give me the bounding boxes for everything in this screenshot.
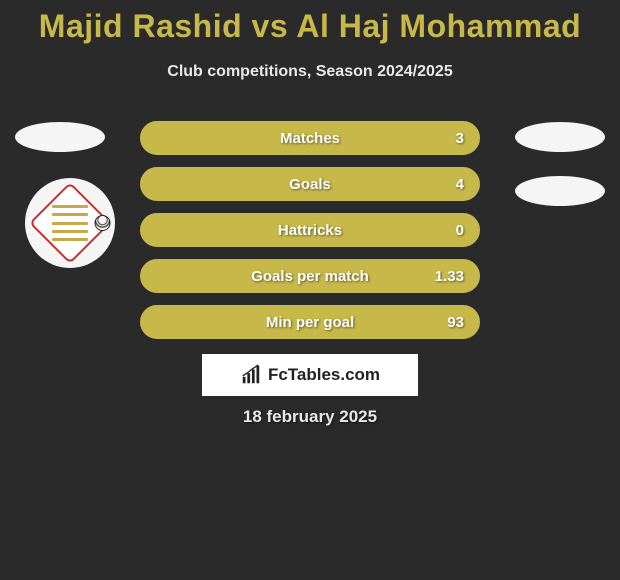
player-avatar-right-1 [515,122,605,152]
player-avatar-left [15,122,105,152]
stats-panel: Matches 3 Goals 4 Hattricks 0 Goals per … [140,121,480,351]
branding-text: FcTables.com [268,365,380,385]
subtitle: Club competitions, Season 2024/2025 [0,63,620,81]
soccer-ball-icon [91,212,114,235]
crest-stripes [52,205,88,241]
stat-label: Min per goal [266,314,354,331]
stat-row-goals: Goals 4 [140,167,480,201]
stat-label: Goals per match [251,268,369,285]
stat-value: 1.33 [435,268,464,285]
date-text: 18 february 2025 [0,407,620,427]
stat-row-matches: Matches 3 [140,121,480,155]
branding-badge: FcTables.com [202,354,418,396]
club-crest [25,178,115,268]
stat-value: 4 [456,176,464,193]
stat-row-goals-per-match: Goals per match 1.33 [140,259,480,293]
crest-diamond [29,182,111,264]
stat-row-hattricks: Hattricks 0 [140,213,480,247]
stat-row-min-per-goal: Min per goal 93 [140,305,480,339]
stat-value: 3 [456,130,464,147]
player-avatar-right-2 [515,176,605,206]
stat-value: 93 [447,314,464,331]
stat-label: Hattricks [278,222,342,239]
page-title: Majid Rashid vs Al Haj Mohammad [0,0,620,45]
stat-label: Matches [280,130,340,147]
bar-chart-icon [240,364,262,386]
stat-value: 0 [456,222,464,239]
stat-label: Goals [289,176,331,193]
